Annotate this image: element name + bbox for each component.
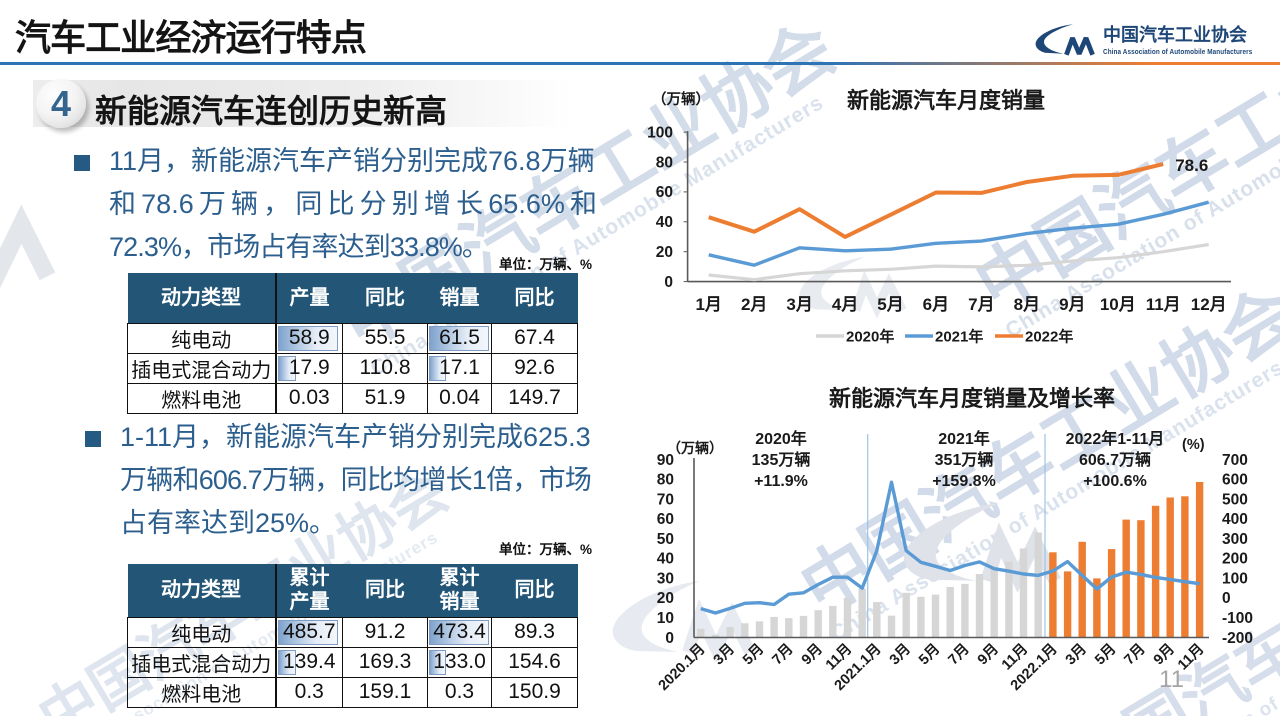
svg-text:60: 60: [656, 184, 673, 201]
svg-text:700: 700: [1222, 452, 1248, 469]
svg-text:6月: 6月: [923, 295, 949, 314]
svg-text:80: 80: [656, 154, 673, 171]
svg-text:3月: 3月: [786, 295, 812, 314]
svg-text:+159.8%: +159.8%: [932, 473, 996, 490]
svg-text:60: 60: [657, 511, 674, 528]
svg-text:10月: 10月: [1100, 295, 1136, 314]
svg-text:1月: 1月: [695, 295, 721, 314]
svg-text:351万辆: 351万辆: [935, 450, 994, 469]
svg-text:12月: 12月: [1191, 295, 1227, 314]
svg-text:400: 400: [1222, 511, 1248, 528]
svg-text:100: 100: [647, 124, 673, 141]
svg-text:5月: 5月: [877, 295, 903, 314]
svg-text:2022年: 2022年: [1025, 328, 1073, 346]
svg-text:2020年: 2020年: [755, 429, 807, 448]
svg-text:606.7万辆: 606.7万辆: [1079, 450, 1151, 469]
svg-text:(%): (%): [1182, 437, 1205, 453]
svg-text:+100.6%: +100.6%: [1083, 473, 1147, 490]
svg-text:50: 50: [657, 531, 674, 548]
svg-text:600: 600: [1222, 472, 1248, 489]
svg-text:0: 0: [665, 630, 674, 647]
svg-text:2月: 2月: [741, 295, 767, 314]
svg-text:20: 20: [657, 590, 674, 607]
svg-text:9月: 9月: [1150, 640, 1178, 668]
svg-text:2020.1月: 2020.1月: [655, 640, 709, 694]
svg-text:7月: 7月: [968, 295, 994, 314]
svg-text:78.6: 78.6: [1175, 156, 1208, 175]
svg-text:200: 200: [1222, 551, 1248, 568]
svg-text:300: 300: [1222, 531, 1248, 548]
svg-text:-200: -200: [1222, 630, 1253, 647]
svg-text:0: 0: [664, 274, 673, 291]
svg-text:80: 80: [657, 472, 674, 489]
svg-text:20: 20: [656, 244, 673, 261]
svg-text:（万辆）: （万辆）: [667, 440, 723, 456]
svg-text:8月: 8月: [1014, 295, 1040, 314]
svg-text:-100: -100: [1222, 610, 1253, 627]
svg-text:2020年: 2020年: [846, 328, 894, 346]
svg-text:5月: 5月: [1091, 640, 1119, 668]
svg-text:7月: 7月: [769, 640, 797, 668]
svg-text:5月: 5月: [915, 640, 943, 668]
svg-text:70: 70: [657, 491, 674, 508]
svg-text:7月: 7月: [945, 640, 973, 668]
svg-text:4月: 4月: [832, 295, 858, 314]
svg-text:10: 10: [657, 610, 674, 627]
svg-text:135万辆: 135万辆: [752, 450, 811, 469]
svg-text:2021年: 2021年: [938, 429, 990, 448]
svg-text:新能源汽车月度销量及增长率: 新能源汽车月度销量及增长率: [829, 386, 1115, 411]
svg-text:11月: 11月: [1146, 295, 1181, 314]
svg-text:9月: 9月: [1059, 295, 1085, 314]
svg-text:9月: 9月: [974, 640, 1002, 668]
svg-text:40: 40: [657, 551, 674, 568]
svg-text:新能源汽车月度销量: 新能源汽车月度销量: [847, 88, 1045, 113]
svg-text:3月: 3月: [710, 640, 738, 668]
svg-text:30: 30: [657, 571, 674, 588]
svg-text:2022年1-11月: 2022年1-11月: [1066, 429, 1165, 448]
svg-text:500: 500: [1222, 491, 1248, 508]
svg-text:0: 0: [1222, 590, 1231, 607]
svg-text:（万辆）: （万辆）: [652, 90, 710, 108]
svg-text:40: 40: [656, 214, 673, 231]
svg-text:9月: 9月: [798, 640, 826, 668]
svg-text:3月: 3月: [886, 640, 914, 668]
svg-text:+11.9%: +11.9%: [754, 473, 808, 490]
svg-text:7月: 7月: [1121, 640, 1149, 668]
svg-text:2021年: 2021年: [935, 328, 983, 346]
svg-text:90: 90: [657, 452, 674, 469]
svg-text:100: 100: [1222, 571, 1248, 588]
svg-text:3月: 3月: [1062, 640, 1090, 668]
svg-text:5月: 5月: [739, 640, 767, 668]
